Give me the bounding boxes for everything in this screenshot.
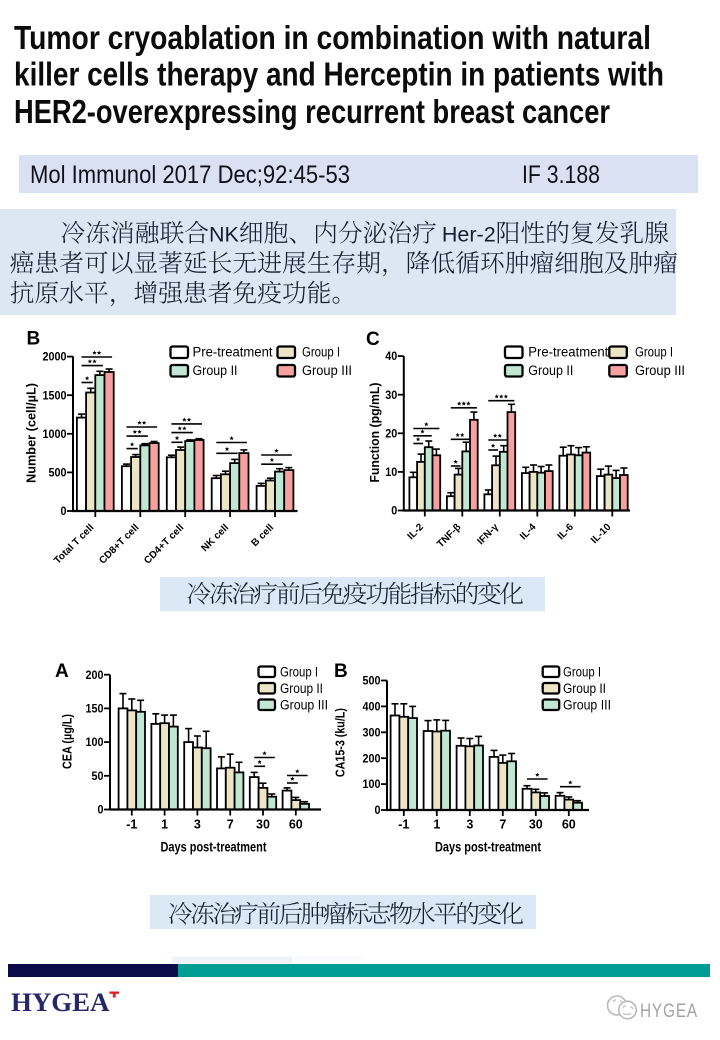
svg-text:IF 3.188: IF 3.188 bbox=[522, 161, 600, 189]
svg-text:150: 150 bbox=[86, 702, 104, 716]
svg-text:0: 0 bbox=[391, 504, 397, 518]
svg-text:400: 400 bbox=[363, 700, 381, 714]
svg-text:1000: 1000 bbox=[43, 427, 67, 441]
svg-text:Function (pg/mL): Function (pg/mL) bbox=[367, 383, 382, 483]
svg-text:40: 40 bbox=[385, 349, 397, 363]
svg-text:60: 60 bbox=[562, 818, 576, 832]
svg-text:-1: -1 bbox=[126, 818, 137, 832]
svg-text:Group II: Group II bbox=[563, 681, 606, 696]
svg-text:500: 500 bbox=[49, 466, 67, 480]
svg-text:200: 200 bbox=[86, 668, 104, 682]
svg-text:0: 0 bbox=[98, 803, 104, 817]
svg-text:Group II: Group II bbox=[280, 681, 323, 696]
svg-text:50: 50 bbox=[92, 769, 104, 783]
svg-text:10: 10 bbox=[385, 465, 397, 479]
svg-text:1: 1 bbox=[161, 818, 168, 832]
svg-text:Number (cell/µL): Number (cell/µL) bbox=[23, 383, 38, 483]
svg-text:60: 60 bbox=[289, 818, 303, 832]
svg-text:HYGEA: HYGEA bbox=[640, 1001, 698, 1022]
svg-text:0: 0 bbox=[61, 504, 67, 518]
svg-text:CEA (µg/L): CEA (µg/L) bbox=[61, 714, 75, 769]
svg-text:B: B bbox=[334, 661, 348, 682]
svg-text:7: 7 bbox=[227, 818, 234, 832]
svg-text:0: 0 bbox=[375, 803, 381, 817]
svg-text:2000: 2000 bbox=[43, 350, 67, 364]
svg-text:HER2-overexpressing recurrent: HER2-overexpressing recurrent breast can… bbox=[14, 93, 610, 130]
svg-text:Pre-treatment: Pre-treatment bbox=[193, 345, 273, 360]
svg-text:300: 300 bbox=[363, 725, 381, 739]
svg-text:500: 500 bbox=[363, 674, 381, 688]
svg-text:30: 30 bbox=[529, 818, 543, 832]
svg-text:20: 20 bbox=[385, 426, 397, 440]
svg-text:B: B bbox=[27, 329, 41, 350]
svg-text:200: 200 bbox=[363, 751, 381, 765]
svg-text:A: A bbox=[55, 661, 69, 682]
svg-text:Days post-treatment: Days post-treatment bbox=[435, 839, 541, 855]
svg-text:HYGEA: HYGEA bbox=[11, 988, 110, 1017]
svg-text:1: 1 bbox=[433, 818, 440, 832]
svg-text:NK: NK bbox=[209, 223, 240, 247]
svg-text:Group I: Group I bbox=[302, 345, 340, 360]
svg-text:Mol Immunol 2017 Dec;92:45-53: Mol Immunol 2017 Dec;92:45-53 bbox=[30, 161, 350, 189]
svg-text:Group III: Group III bbox=[635, 363, 685, 378]
svg-text:Pre-treatment: Pre-treatment bbox=[528, 345, 608, 360]
svg-text:Group II: Group II bbox=[193, 363, 238, 378]
svg-text:Group III: Group III bbox=[302, 363, 352, 378]
svg-text:Group III: Group III bbox=[280, 698, 328, 713]
svg-text:Tumor cryoablation in combinat: Tumor cryoablation in combination with n… bbox=[14, 19, 651, 56]
svg-text:Group III: Group III bbox=[563, 698, 611, 713]
svg-text:100: 100 bbox=[363, 777, 381, 791]
svg-text:CA15-3 (ku/L): CA15-3 (ku/L) bbox=[334, 708, 348, 777]
svg-text:100: 100 bbox=[86, 735, 104, 749]
svg-text:C: C bbox=[366, 329, 380, 350]
svg-text:30: 30 bbox=[256, 818, 270, 832]
svg-text:Her-2: Her-2 bbox=[442, 223, 496, 247]
svg-text:3: 3 bbox=[194, 818, 201, 832]
svg-text:-1: -1 bbox=[398, 818, 409, 832]
svg-text:Group II: Group II bbox=[528, 363, 573, 378]
svg-text:7: 7 bbox=[499, 818, 506, 832]
svg-text:Group I: Group I bbox=[280, 665, 318, 680]
svg-text:killer cells therapy and Herce: killer cells therapy and Herceptin in pa… bbox=[14, 56, 664, 93]
svg-text:30: 30 bbox=[385, 388, 397, 402]
svg-text:1500: 1500 bbox=[43, 388, 67, 402]
svg-text:Days post-treatment: Days post-treatment bbox=[161, 839, 267, 855]
svg-text:3: 3 bbox=[466, 818, 473, 832]
svg-text:Group I: Group I bbox=[563, 665, 601, 680]
svg-text:Group I: Group I bbox=[635, 345, 673, 360]
